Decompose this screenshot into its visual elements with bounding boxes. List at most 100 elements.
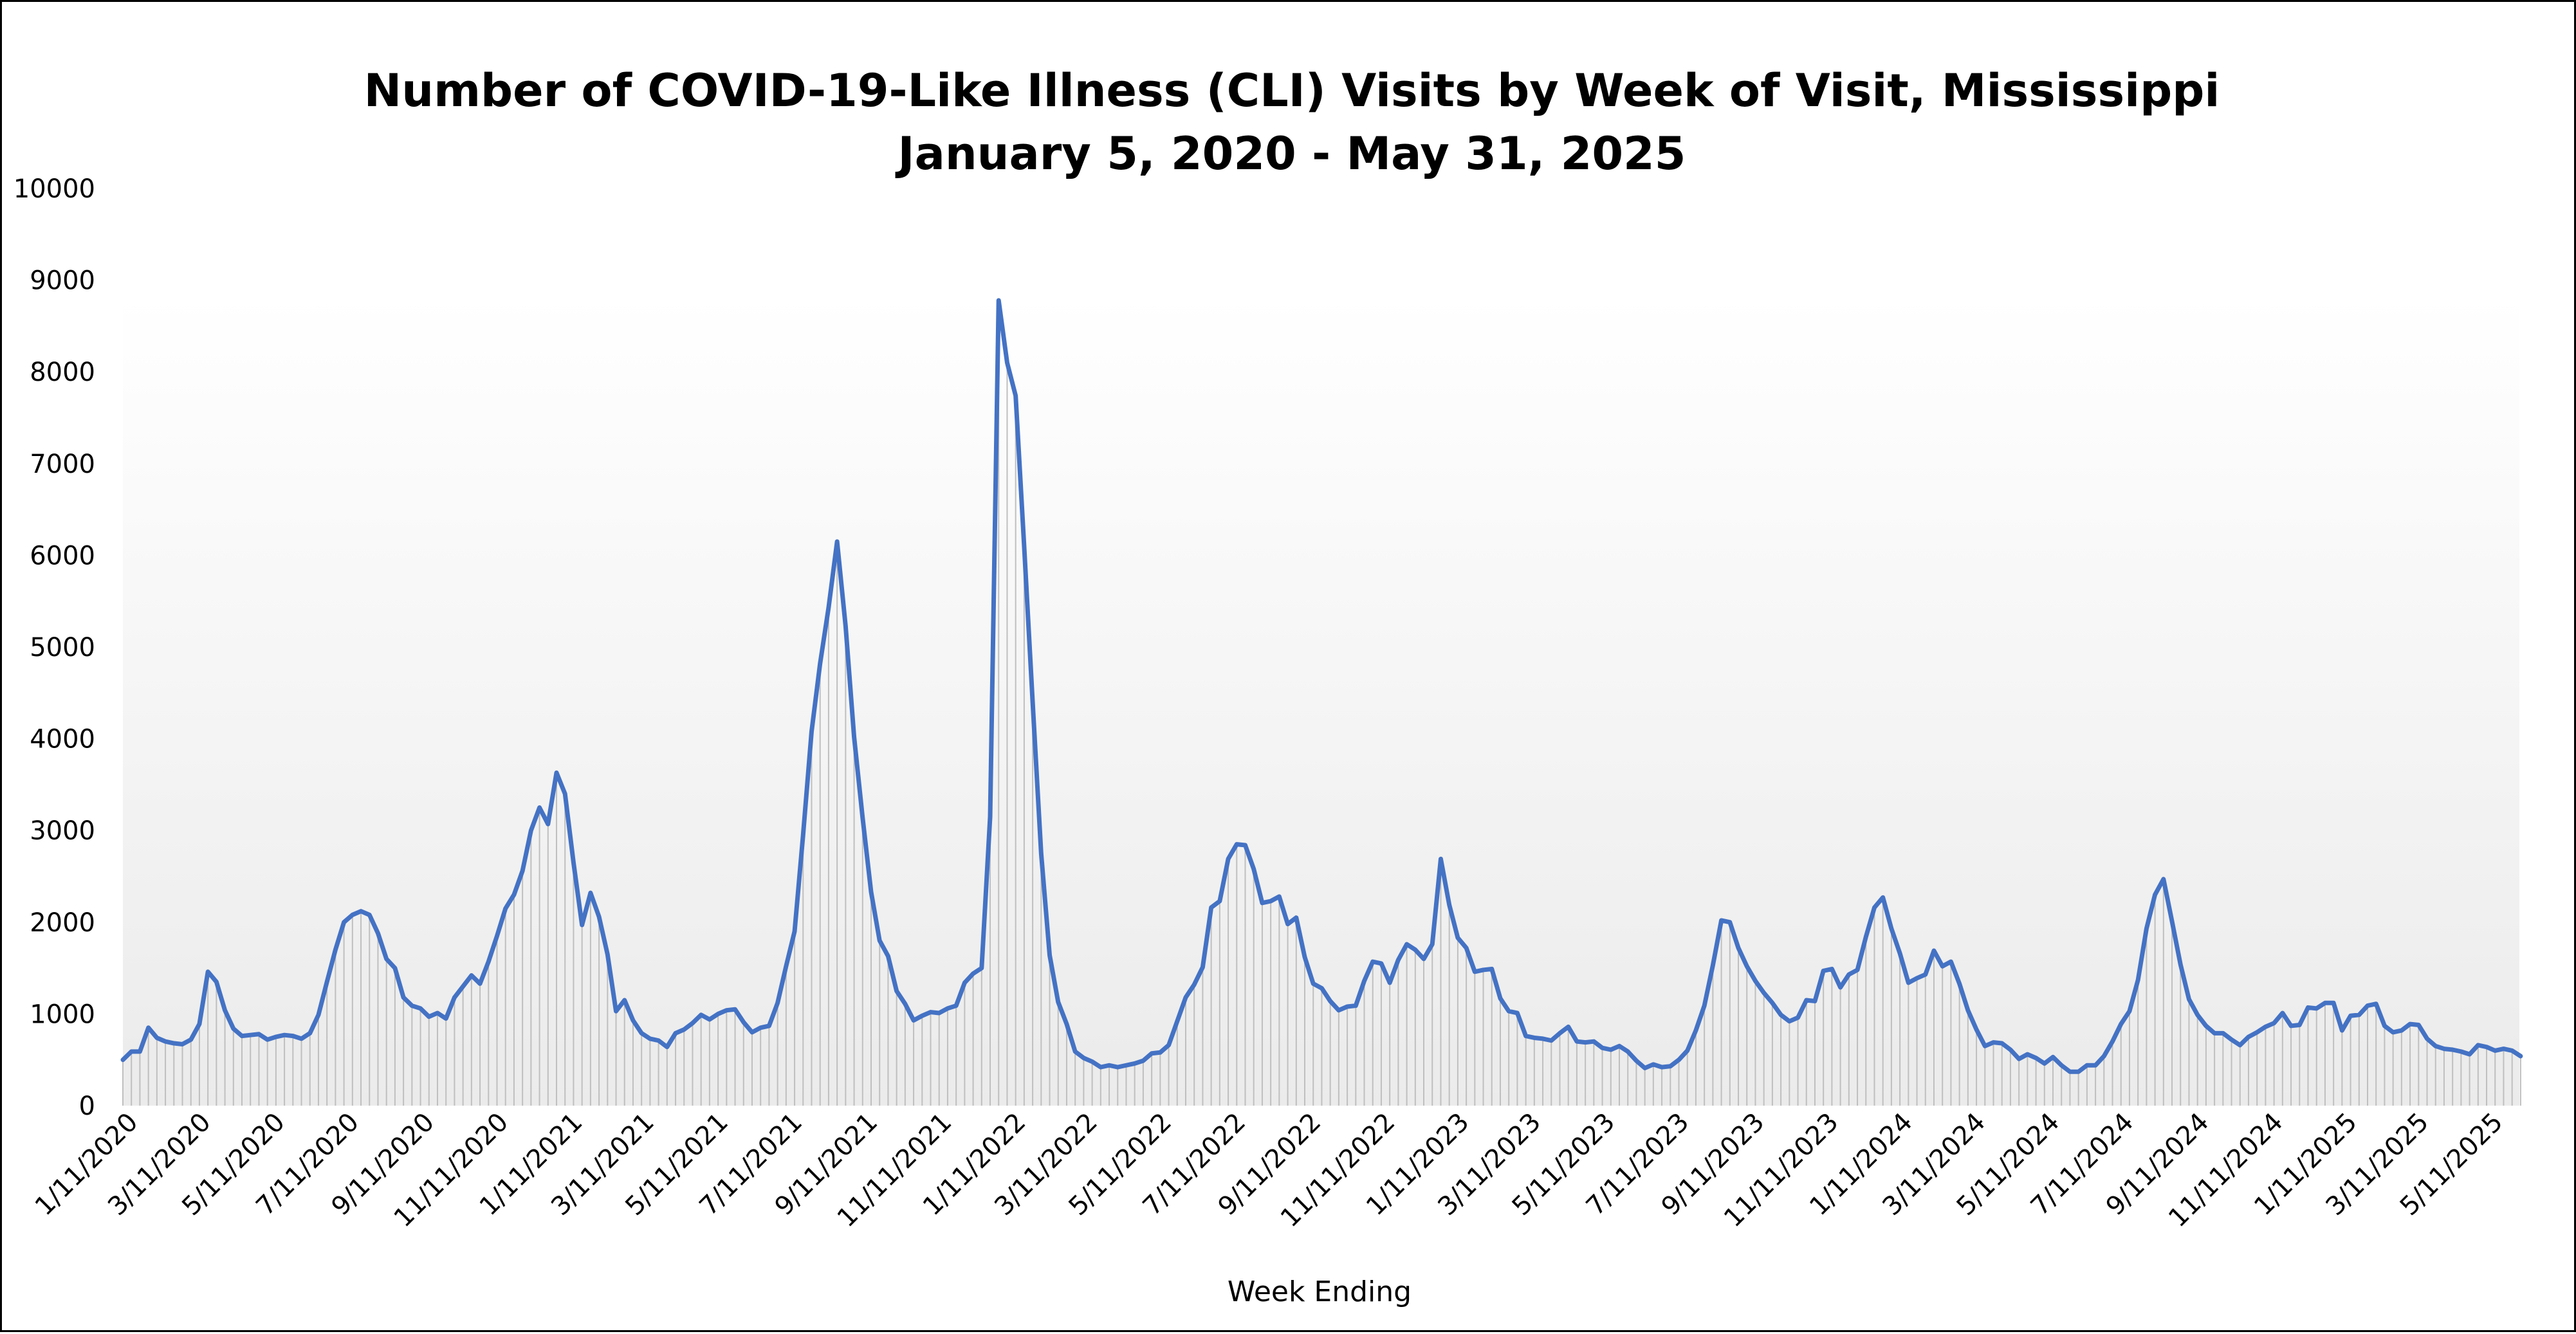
data-point: [1534, 1037, 1535, 1038]
data-point: [1236, 844, 1237, 845]
data-point: [1823, 970, 1824, 971]
data-point: [1117, 1066, 1118, 1068]
data-point: [2240, 1045, 2241, 1046]
data-point: [1780, 1014, 1781, 1016]
data-point: [2205, 1025, 2207, 1027]
data-point: [2384, 1025, 2385, 1027]
data-point: [1466, 947, 1467, 949]
data-point: [1729, 922, 1731, 923]
data-point: [1993, 1042, 1994, 1043]
data-point: [1899, 953, 1900, 954]
data-point: [318, 1014, 319, 1016]
data-point: [726, 1010, 727, 1011]
data-point: [497, 935, 498, 937]
data-point: [854, 736, 855, 738]
data-point: [420, 1008, 421, 1009]
data-point: [624, 1000, 625, 1001]
data-point: [2494, 1050, 2496, 1051]
data-point: [2316, 1008, 2317, 1009]
data-point: [649, 1038, 650, 1039]
data-point: [2061, 1064, 2062, 1066]
data-point: [488, 961, 489, 962]
data-point: [131, 1051, 132, 1052]
data-point: [1253, 868, 1255, 870]
data-point: [326, 981, 327, 982]
data-point: [1159, 1052, 1161, 1053]
series-line-cli-visits: [120, 298, 2523, 1074]
data-point: [802, 834, 804, 836]
data-point: [1066, 1023, 1067, 1025]
data-point: [2010, 1049, 2011, 1050]
data-point: [2248, 1036, 2249, 1037]
y-axis-ticks: 0 1000 2000 3000 4000 5000 6000 7000 8000 9000 100…: [14, 174, 95, 1121]
data-point: [1857, 969, 1858, 971]
data-point: [2222, 1032, 2223, 1034]
data-point: [1083, 1057, 1084, 1059]
data-point: [1882, 897, 1884, 898]
data-point: [1754, 980, 1756, 982]
data-point: [2044, 1063, 2045, 1064]
data-point: [658, 1040, 659, 1041]
data-point: [2443, 1048, 2445, 1050]
data-point: [1925, 974, 1926, 975]
data-point: [777, 1002, 778, 1003]
data-point: [743, 1021, 744, 1023]
data-point: [403, 997, 404, 998]
y-tick-label: 0: [79, 1092, 95, 1121]
data-point: [2350, 1015, 2351, 1016]
data-point: [1168, 1045, 1170, 1046]
data-point: [1789, 1021, 1790, 1022]
data-point: [1278, 896, 1280, 897]
data-point: [556, 772, 557, 773]
data-point: [1228, 858, 1229, 859]
data-point: [1814, 1000, 1816, 1001]
data-point: [616, 1010, 617, 1012]
data-point: [845, 625, 846, 626]
data-point: [1423, 958, 1424, 960]
data-point: [607, 954, 608, 955]
data-point: [998, 300, 999, 301]
data-point: [1491, 969, 1493, 970]
data-point: [2324, 1002, 2326, 1003]
data-point: [1074, 1051, 1076, 1052]
data-point: [2512, 1050, 2513, 1051]
data-point: [1627, 1051, 1628, 1052]
data-point: [1619, 1045, 1620, 1046]
data-point: [1704, 1005, 1705, 1007]
data-point: [2214, 1032, 2215, 1034]
data-point: [1287, 924, 1289, 925]
data-point: [1185, 997, 1186, 998]
data-point: [1984, 1045, 1985, 1046]
data-point: [360, 911, 362, 912]
data-point: [1262, 902, 1263, 904]
data-point: [573, 862, 574, 863]
data-point: [2103, 1055, 2104, 1057]
data-point: [879, 940, 880, 941]
data-point: [913, 1019, 914, 1021]
data-point: [2137, 980, 2139, 981]
data-point: [479, 983, 481, 984]
data-point: [1848, 974, 1850, 975]
data-point: [2393, 1032, 2394, 1033]
data-point: [1602, 1047, 1603, 1048]
data-point: [2171, 920, 2173, 922]
data-point: [667, 1046, 668, 1048]
data-point: [2095, 1064, 2096, 1066]
data-point: [1024, 545, 1025, 547]
data-point: [1661, 1066, 1662, 1068]
data-point: [2274, 1023, 2275, 1024]
data-point: [1032, 702, 1033, 703]
data-point: [1304, 956, 1305, 958]
data-point: [2036, 1057, 2037, 1059]
data-point: [2265, 1026, 2266, 1027]
data-point: [1653, 1064, 1654, 1065]
data-point: [735, 1009, 736, 1010]
data-point: [2180, 964, 2181, 965]
data-point: [632, 1019, 634, 1021]
data-point: [216, 981, 217, 982]
data-point: [1687, 1050, 1688, 1051]
data-point: [1245, 845, 1246, 846]
data-point: [955, 1005, 957, 1007]
data-point: [454, 997, 455, 998]
